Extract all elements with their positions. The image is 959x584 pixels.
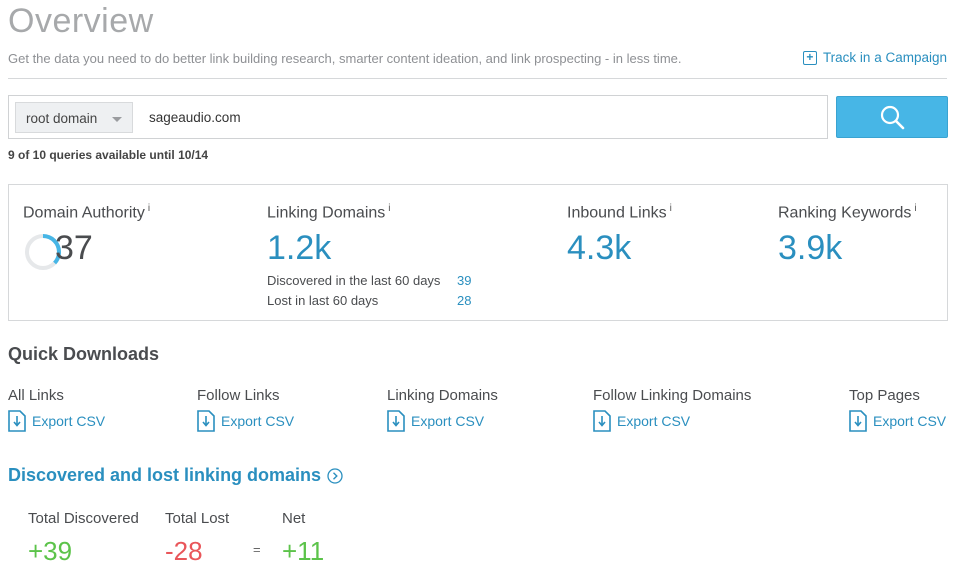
export-csv-label: Export CSV	[32, 413, 106, 429]
plus-square-icon: +	[802, 50, 817, 65]
quick-downloads-title: Quick Downloads	[8, 344, 160, 364]
export-csv-label: Export CSV	[873, 413, 947, 429]
download-label: Follow Linking Domains	[593, 387, 752, 404]
discovered-lost-link[interactable]: Discovered and lost linking domains	[8, 465, 343, 486]
export-csv-button[interactable]: Export CSV	[8, 410, 105, 432]
download-follow-linking-domains: Follow Linking Domains Export CSV	[593, 387, 751, 432]
download-all-links: All Links Export CSV	[8, 387, 105, 432]
domain-authority-donut	[25, 234, 61, 270]
lost-value[interactable]: 28	[457, 293, 472, 308]
total-lost-value: -28	[165, 536, 203, 566]
search-button[interactable]	[836, 96, 948, 138]
net-label: Net	[282, 510, 306, 527]
discovered-label: Discovered in the last 60 days	[267, 273, 441, 288]
info-icon[interactable]: i	[669, 203, 672, 214]
search-bar: root domain	[8, 95, 828, 139]
domain-authority-label: Domain Authority	[23, 204, 145, 222]
download-label: Top Pages	[849, 387, 920, 404]
info-icon[interactable]: i	[147, 203, 151, 214]
download-file-icon	[197, 410, 215, 432]
ranking-keywords-label: Ranking Keywords	[778, 204, 912, 222]
download-file-icon	[593, 410, 611, 432]
page-subtitle: Get the data you need to do better link …	[8, 51, 682, 66]
export-csv-button[interactable]: Export CSV	[387, 410, 498, 432]
export-csv-label: Export CSV	[221, 413, 295, 429]
domain-authority-value: 37	[55, 229, 93, 267]
total-lost-label: Total Lost	[165, 510, 230, 527]
search-icon	[880, 105, 905, 130]
queries-remaining: 9 of 10 queries available until 10/14	[8, 148, 209, 162]
track-campaign-label: Track in a Campaign	[822, 50, 947, 65]
total-discovered-label: Total Discovered	[28, 510, 139, 527]
ranking-keywords-value: 3.9k	[778, 229, 843, 267]
download-top-pages: Top Pages Export CSV	[849, 387, 946, 432]
scope-select-value: root domain	[26, 111, 98, 126]
download-label: Linking Domains	[387, 387, 498, 404]
export-csv-button[interactable]: Export CSV	[849, 410, 946, 432]
inbound-links-value: 4.3k	[567, 229, 632, 267]
discovered-lost-title: Discovered and lost linking domains	[8, 465, 322, 485]
discovered-value[interactable]: 39	[457, 273, 472, 288]
download-follow-links: Follow Links Export CSV	[197, 387, 294, 432]
equals-sign: =	[253, 542, 261, 557]
scope-select[interactable]: root domain	[15, 102, 133, 133]
export-csv-label: Export CSV	[617, 413, 691, 429]
track-campaign-link[interactable]: + Track in a Campaign	[802, 50, 947, 65]
download-linking-domains: Linking Domains Export CSV	[387, 387, 498, 432]
linking-domains-value: 1.2k	[267, 229, 332, 267]
chevron-right-circle-icon	[327, 467, 343, 484]
info-icon[interactable]: i	[914, 203, 917, 214]
download-label: Follow Links	[197, 387, 280, 404]
download-file-icon	[387, 410, 405, 432]
search-input[interactable]	[149, 102, 809, 133]
total-discovered-value: +39	[28, 536, 73, 566]
caret-down-icon	[112, 117, 122, 122]
lost-label: Lost in last 60 days	[267, 293, 379, 308]
export-csv-label: Export CSV	[411, 413, 485, 429]
metrics-panel: Domain Authority i 37 Linking Domains i 1.…	[8, 184, 948, 321]
net-value: +11	[282, 536, 325, 566]
info-icon[interactable]: i	[388, 203, 391, 214]
export-csv-button[interactable]: Export CSV	[197, 410, 294, 432]
inbound-links-label: Inbound Links	[567, 204, 667, 222]
download-label: All Links	[8, 387, 64, 404]
header-divider	[8, 78, 947, 79]
linking-domains-label: Linking Domains	[267, 204, 386, 222]
download-file-icon	[849, 410, 867, 432]
export-csv-button[interactable]: Export CSV	[593, 410, 751, 432]
download-file-icon	[8, 410, 26, 432]
page-title: Overview	[8, 2, 154, 40]
